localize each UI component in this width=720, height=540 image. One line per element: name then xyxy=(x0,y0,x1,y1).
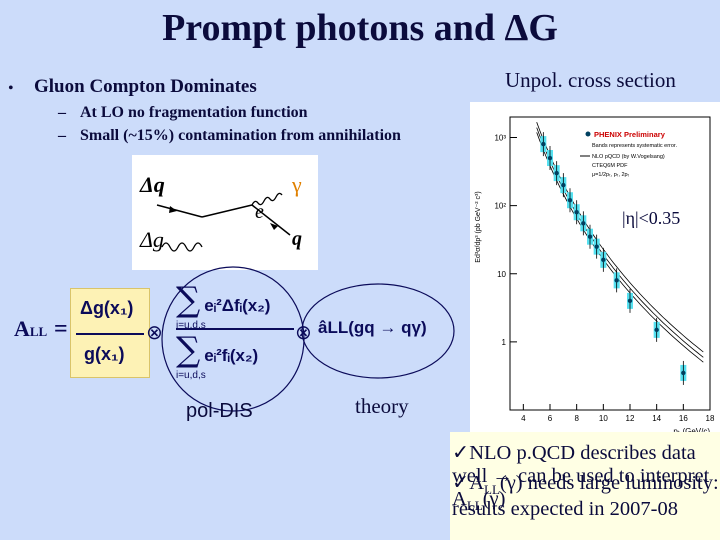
all-label: ALL xyxy=(14,316,48,341)
x-tick-label: 16 xyxy=(679,414,688,423)
convolution-symbol-2: ⊗ xyxy=(295,320,312,344)
sum-numerator: ∑ eᵢ²Δfᵢ(x₂) i=u,d,s xyxy=(176,280,271,331)
data-point xyxy=(681,370,686,376)
data-point xyxy=(594,244,599,249)
feyn-e-label: e xyxy=(255,201,264,223)
y-tick-label: 10 xyxy=(497,270,506,279)
data-point xyxy=(601,257,606,263)
y-tick-label: 1 xyxy=(502,338,507,347)
feyn-q-label: q xyxy=(292,228,302,250)
x-tick-label: 14 xyxy=(652,414,661,423)
plot-heading: Unpol. cross section xyxy=(505,68,676,92)
x-tick-label: 8 xyxy=(574,414,579,423)
x-axis-label: pₜ (GeV/c) xyxy=(673,427,710,436)
plot-frame xyxy=(509,116,711,411)
x-tick-label: 18 xyxy=(706,414,715,423)
ratio-fraction-line xyxy=(76,333,144,335)
theory-curve xyxy=(536,132,704,363)
legend-marker xyxy=(585,131,591,137)
x-tick-label: 10 xyxy=(599,414,608,423)
data-point xyxy=(567,198,573,203)
eta-cut-label: |η|<0.35 xyxy=(622,208,681,228)
poldis-ellipse xyxy=(161,266,305,412)
feyn-dq-label: Δq xyxy=(139,172,165,197)
data-point xyxy=(547,155,553,161)
subbullet-contamination: – Small (~15%) contamination from annihil… xyxy=(58,127,401,144)
legend-nlo: NLO pQCD (by W.Vogelsang) xyxy=(592,154,665,160)
theory-label: theory xyxy=(355,394,409,418)
feyn-gamma-label: γ xyxy=(291,172,302,197)
data-point xyxy=(561,182,566,188)
x-tick-label: 4 xyxy=(521,414,526,423)
y-tick-label: 10³ xyxy=(494,134,506,143)
feynman-diagram: Δq Δg γ e q xyxy=(132,155,318,270)
cross-section-plot: 10³10²1014681012141618pₜ (GeV/c)Ed³σ/dp³… xyxy=(470,102,720,437)
data-point xyxy=(627,298,633,304)
bullet-gluon-compton: Gluon Compton Dominates xyxy=(34,76,257,97)
ratio-denominator: g(x₁) xyxy=(84,344,125,364)
x-tick-label: 12 xyxy=(626,414,635,423)
sum-fraction-line xyxy=(176,328,294,330)
legend-bands: Bands represents systematic error. xyxy=(592,143,677,149)
subbullet-fragmentation: – At LO no fragmentation function xyxy=(58,104,308,121)
data-point xyxy=(654,327,659,333)
y-axis-label: Ed³σ/dp³ (pb GeV⁻² c³) xyxy=(475,191,482,262)
partonic-asymmetry: âLL(gq → qγ) xyxy=(318,318,427,337)
plot-svg: 10³10²1014681012141618pₜ (GeV/c)Ed³σ/dp³… xyxy=(475,116,715,436)
data-point xyxy=(541,141,546,147)
conclusion-nlo: ✓NLO p.QCD describes data well → can be … xyxy=(452,442,710,514)
sum-denominator: ∑ eᵢ²fᵢ(x₂) i=u,d,s xyxy=(176,330,259,381)
equals-sign: = xyxy=(54,316,68,342)
y-tick-label: 10² xyxy=(494,202,506,211)
bullet-marker: • xyxy=(8,80,14,97)
x-tick-label: 6 xyxy=(548,414,553,423)
data-point xyxy=(587,234,593,239)
data-point xyxy=(574,210,579,215)
data-point xyxy=(554,170,559,176)
data-point xyxy=(614,278,619,283)
ratio-numerator: Δg(x₁) xyxy=(80,298,134,318)
theory-ellipse xyxy=(301,283,455,379)
legend-scale: μ=1/2pₜ, pₜ, 2pₜ xyxy=(592,172,630,178)
page-title: Prompt photons and ΔG xyxy=(162,7,558,49)
feyn-dg-label: Δg xyxy=(139,227,164,252)
conclusion-luminosity: ✓ALL(γ) needs large luminosity: results … xyxy=(452,472,719,521)
convolution-symbol: ⊗ xyxy=(146,320,163,344)
legend-pdf: CTEQ6M PDF xyxy=(592,163,628,169)
legend-phenix: PHENIX Preliminary xyxy=(594,130,666,139)
poldis-label: pol-DIS xyxy=(186,400,253,422)
conclusions-panel xyxy=(450,432,720,540)
data-point xyxy=(581,221,586,226)
